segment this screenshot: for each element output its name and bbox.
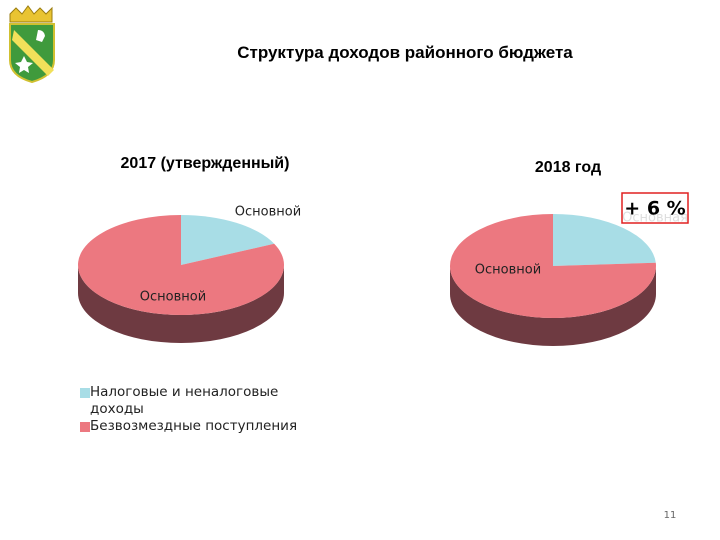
legend-label: Налоговые и неналоговые доходы (90, 384, 279, 417)
annotation: + 6 % (624, 198, 685, 220)
pie-slice (77, 215, 284, 315)
chart-title: 2018 год (535, 159, 601, 176)
legend-item: Безвозмездные поступления (80, 418, 310, 435)
slide-title: Структура доходов районного бюджета (237, 43, 573, 62)
page-number: 11 (664, 510, 677, 521)
legend: Налоговые и неналоговые доходы Безвозмезд… (80, 384, 310, 435)
pie-side (450, 266, 656, 346)
legend-label: Безвозмездные поступления (90, 418, 298, 434)
annotation-box (621, 192, 689, 224)
pie-slice (553, 214, 656, 266)
slice-label: Основной (475, 263, 541, 278)
pie-slice (181, 215, 275, 265)
slice-label: Основной (140, 290, 206, 305)
legend-swatch (80, 388, 90, 398)
logo (9, 5, 55, 84)
legend-item: Налоговые и неналоговые доходы (80, 384, 310, 418)
pie-slice (450, 213, 656, 318)
legend-swatch (80, 422, 90, 432)
slice-label: Основной (235, 205, 301, 220)
chart-title: 2017 (утвержденный) (121, 155, 290, 172)
pie-side (78, 265, 284, 343)
